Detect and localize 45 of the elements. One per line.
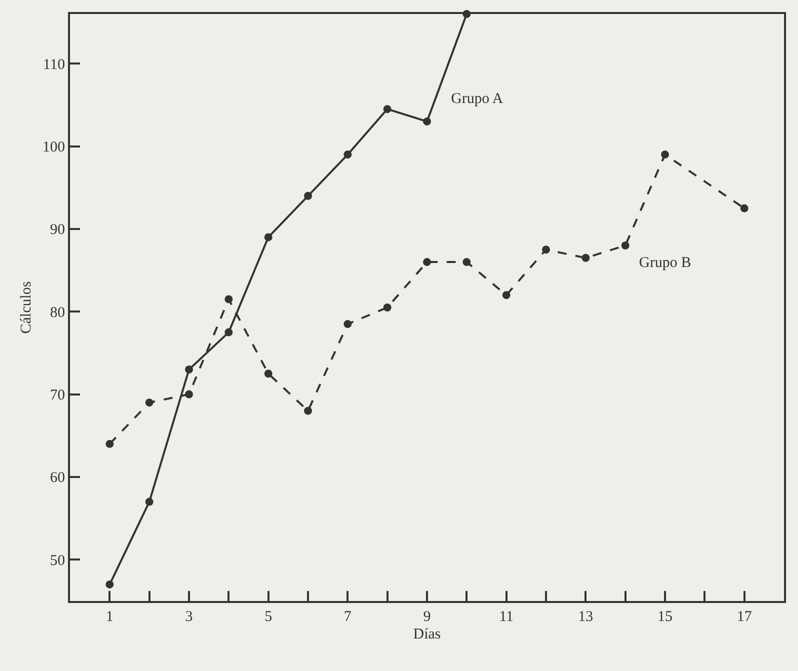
- x-axis-title: Días: [413, 626, 441, 642]
- point: [145, 398, 154, 407]
- point: [106, 580, 114, 588]
- y-tick-label: 110: [43, 56, 65, 73]
- point: [423, 258, 431, 266]
- point: [224, 295, 233, 304]
- point: [344, 320, 352, 328]
- point: [185, 390, 193, 398]
- point: [344, 150, 352, 159]
- x-tick-label: 15: [658, 609, 672, 625]
- y-tick-label: 80: [50, 304, 65, 321]
- x-tick-label: 3: [185, 609, 193, 625]
- series-label: Grupo A: [451, 91, 504, 107]
- y-tick-label: 50: [50, 552, 65, 569]
- point: [462, 258, 471, 266]
- x-tick-label: 17: [736, 609, 752, 625]
- y-tick-label: 70: [50, 388, 65, 404]
- series-label: Grupo B: [639, 255, 692, 271]
- point: [106, 440, 114, 448]
- point: [383, 304, 392, 312]
- point: [383, 105, 392, 114]
- x-tick-label: 5: [264, 609, 272, 625]
- point: [304, 192, 312, 200]
- point: [145, 498, 154, 506]
- y-tick-label: 100: [42, 140, 65, 156]
- point: [304, 406, 312, 415]
- x-tick-label: 1: [106, 609, 114, 625]
- x-tick-label: 11: [499, 609, 514, 625]
- point: [661, 150, 669, 159]
- point: [264, 233, 272, 242]
- point: [264, 370, 272, 378]
- point: [423, 117, 431, 126]
- x-tick-label: 9: [423, 609, 431, 625]
- point: [582, 254, 590, 262]
- point: [502, 291, 510, 300]
- y-tick-label: 90: [50, 222, 65, 238]
- point: [224, 328, 233, 336]
- point: [185, 366, 193, 374]
- x-tick-label: 13: [578, 609, 594, 625]
- y-tick-label: 60: [50, 470, 65, 486]
- point: [542, 246, 550, 254]
- y-axis-title: Cálculos: [18, 281, 34, 334]
- x-tick-label: 7: [344, 609, 352, 625]
- point: [621, 241, 630, 250]
- point: [740, 204, 748, 212]
